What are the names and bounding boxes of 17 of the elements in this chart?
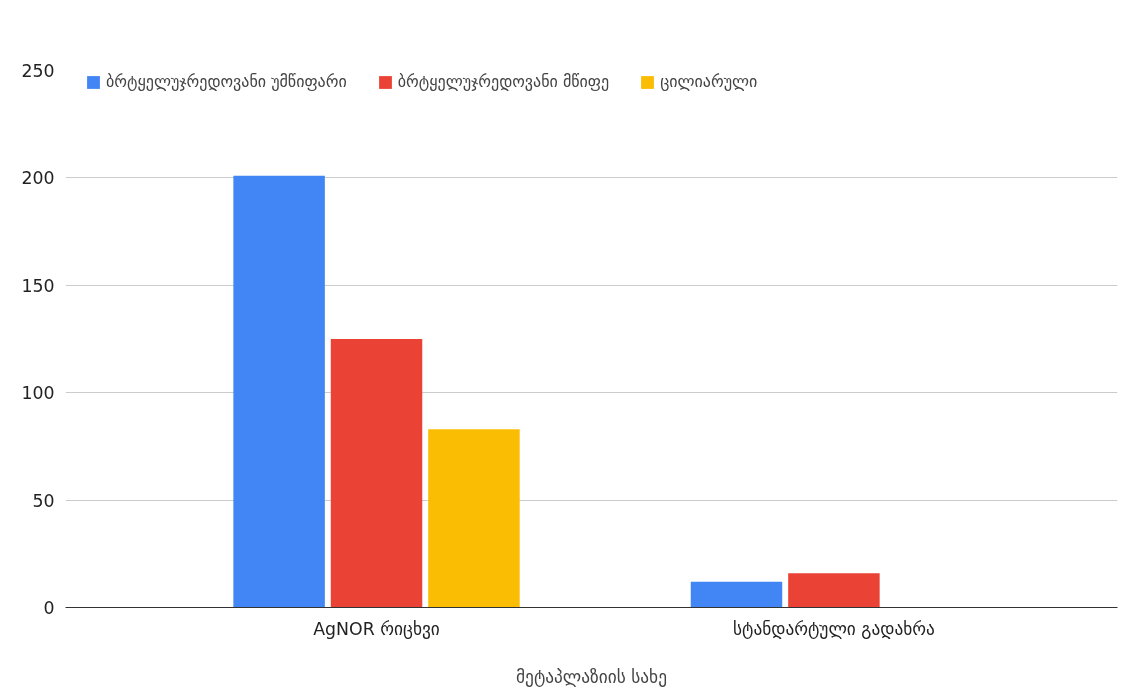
y-tick-label: 150 bbox=[21, 275, 55, 296]
y-tick-label: 100 bbox=[21, 383, 55, 404]
bar bbox=[428, 429, 520, 608]
bar bbox=[233, 175, 325, 608]
bar bbox=[690, 581, 783, 608]
x-tick-label: AgNOR რიცხვი bbox=[313, 618, 440, 639]
x-tick-label: სტანდარტული გადახრა bbox=[733, 618, 935, 639]
legend-label: ბრტყელუჯრედოვანი უმწიფარი bbox=[106, 72, 347, 91]
bar bbox=[330, 339, 423, 608]
y-tick-label: 0 bbox=[43, 598, 55, 618]
legend-label: ცილიარული bbox=[660, 72, 758, 91]
x-axis-title: მეტაპლაზიის სახე bbox=[516, 666, 667, 687]
y-tick-label: 200 bbox=[21, 168, 55, 189]
bar bbox=[788, 573, 880, 608]
legend-label: ბრტყელუჯრედოვანი მწიფე bbox=[397, 72, 610, 91]
y-tick-label: 50 bbox=[32, 490, 55, 511]
y-tick-label: 250 bbox=[21, 61, 55, 81]
